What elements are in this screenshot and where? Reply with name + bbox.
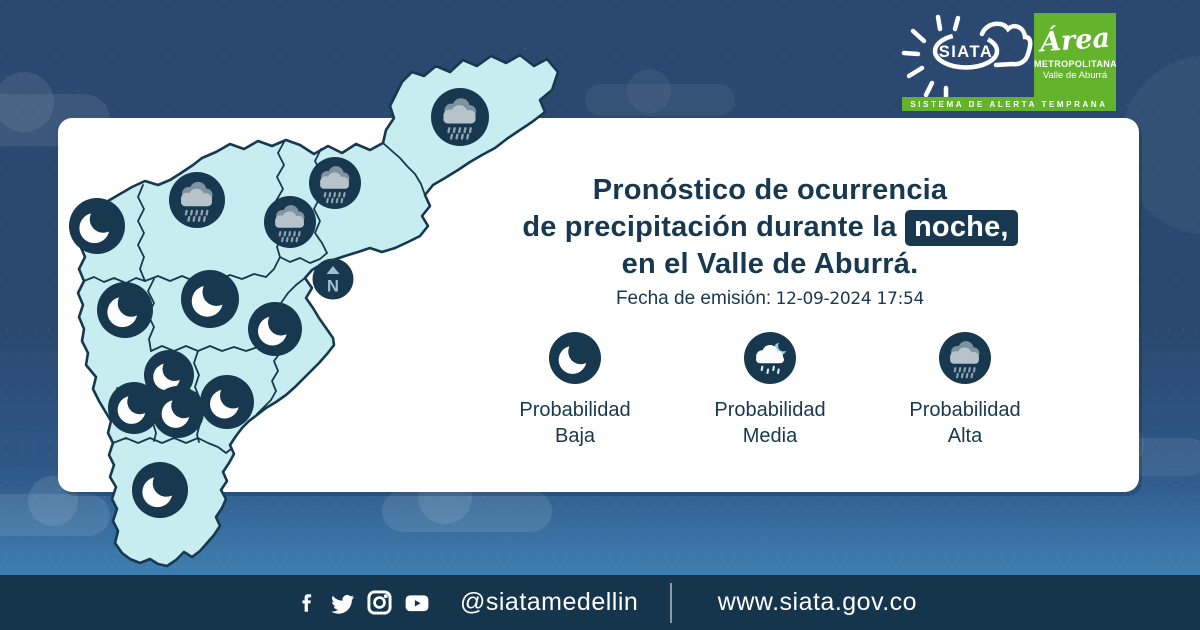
probability-high-rain-icon xyxy=(939,332,991,384)
legend-value: Media xyxy=(742,425,798,447)
social-handle[interactable]: @siatamedellin xyxy=(460,588,639,616)
map-moon-icon xyxy=(248,302,302,356)
legend-item-media: Probabilidad Media xyxy=(675,332,865,449)
youtube-icon[interactable] xyxy=(402,590,432,616)
map-moon-icon xyxy=(200,375,254,429)
area-logo-script: Área xyxy=(1039,22,1111,59)
title-line2: de precipitación durante la noche, xyxy=(480,209,1060,246)
area-metropolitana-logo: Área METROPOLITANA Valle de Aburrá xyxy=(1034,13,1116,97)
map-rain-cloud-icon xyxy=(264,196,316,248)
page-title: Pronóstico de ocurrencia de precipitació… xyxy=(480,172,1060,283)
legend-value: Baja xyxy=(554,425,596,447)
legend-item-alta: Probabilidad Alta xyxy=(870,332,1060,449)
facebook-icon[interactable] xyxy=(296,590,318,616)
map-moon-icon xyxy=(108,382,160,434)
probability-low-moon-icon xyxy=(549,332,601,384)
footer-divider xyxy=(670,582,672,623)
siata-logo-text: SIATA xyxy=(939,43,994,61)
emission-datetime: 12-09-2024 17:54 xyxy=(775,289,925,309)
probability-medium-rain-icon xyxy=(744,332,796,384)
sun-rays-icon xyxy=(901,14,961,103)
title-line1: Pronóstico de ocurrencia xyxy=(592,174,948,206)
social-icons xyxy=(296,589,432,616)
legend-label: Probabilidad xyxy=(714,399,826,421)
siata-tagline-bar: SISTEMA DE ALERTA TEMPRANA xyxy=(902,97,1116,111)
instagram-icon[interactable] xyxy=(366,589,393,616)
map-moon-icon xyxy=(69,198,125,254)
website-link[interactable]: www.siata.gov.co xyxy=(717,588,918,616)
map-moon-icon xyxy=(152,386,204,438)
legend-value: Alta xyxy=(947,425,983,447)
legend-label: Probabilidad xyxy=(519,399,631,421)
title-line3: en el Valle de Aburrá. xyxy=(621,248,919,280)
cloud-outline-icon xyxy=(979,21,1033,68)
map-rain-cloud-icon xyxy=(431,88,489,146)
twitter-icon[interactable] xyxy=(327,590,357,616)
map-moon-icon xyxy=(144,350,194,400)
map-rain-cloud-icon xyxy=(169,172,225,228)
legend-item-baja: Probabilidad Baja xyxy=(480,332,670,449)
map-moon-icon xyxy=(181,270,239,328)
map-moon-icon xyxy=(132,462,188,518)
siata-logo: SIATA xyxy=(901,14,1033,103)
area-logo-line1: METROPOLITANA xyxy=(1034,59,1116,69)
probability-legend: Probabilidad Baja Probabilidad Media Pro… xyxy=(480,332,1060,449)
footer-bar: @siatamedellin www.siata.gov.co xyxy=(0,575,1200,630)
siata-ring xyxy=(932,32,1000,70)
legend-label: Probabilidad xyxy=(909,399,1021,421)
north-compass: N xyxy=(312,258,354,300)
emission-label: Fecha de emisión: xyxy=(615,288,772,309)
compass-n-label: N xyxy=(327,278,339,296)
area-logo-line2: Valle de Aburrá xyxy=(1042,70,1108,81)
title-highlight-noche: noche, xyxy=(905,210,1018,246)
map-rain-cloud-icon xyxy=(309,157,361,209)
map-moon-icon xyxy=(97,282,153,338)
background-cloud xyxy=(585,69,735,116)
emission-date-row: Fecha de emisión: 12-09-2024 17:54 xyxy=(480,288,1060,310)
title-line2-text: de precipitación durante la xyxy=(522,211,897,243)
